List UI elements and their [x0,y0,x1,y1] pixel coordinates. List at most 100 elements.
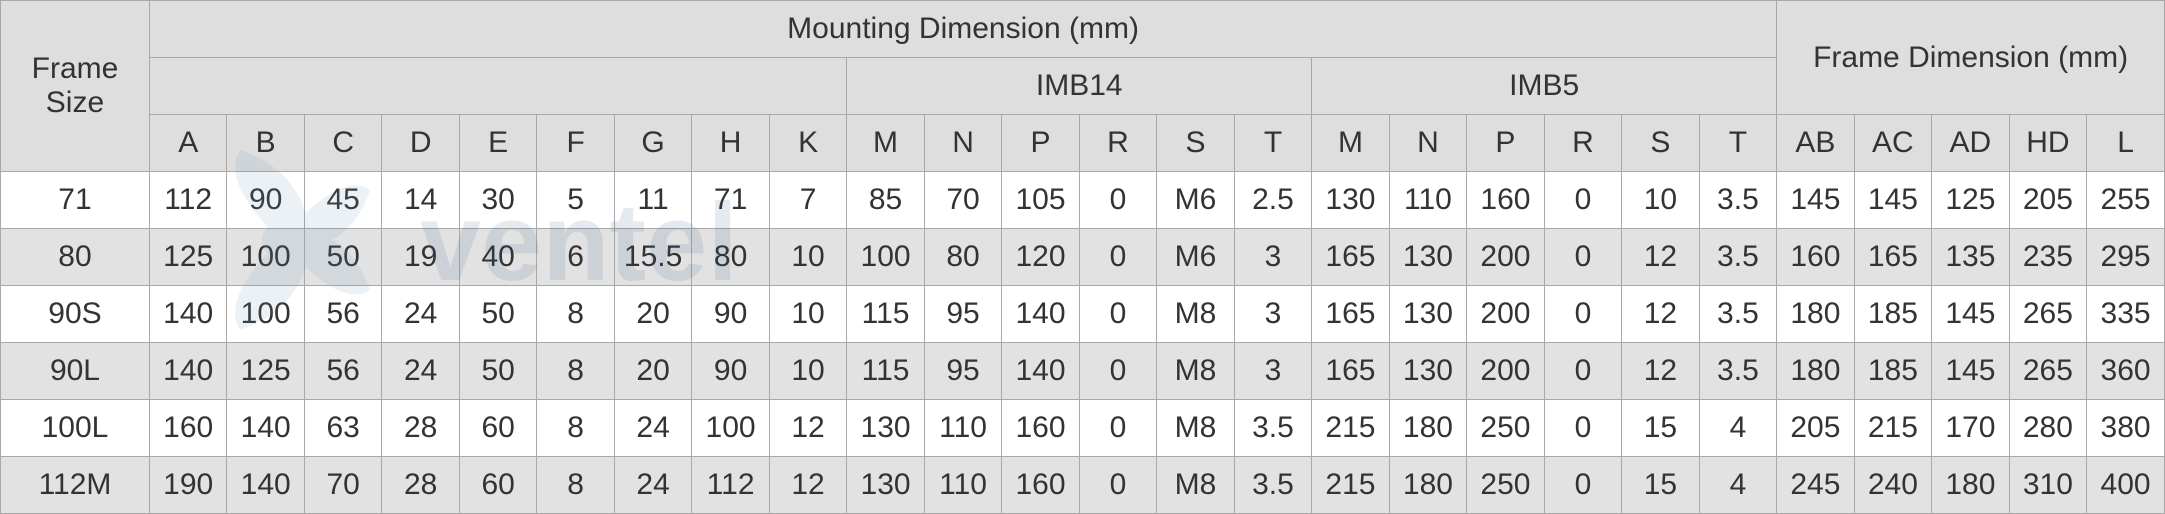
col-T14: T [1234,115,1311,172]
cell-R5: 0 [1544,457,1621,514]
cell-G: 15.5 [614,229,691,286]
cell-H: 100 [692,400,769,457]
cell-A: 112 [149,172,226,229]
cell-N5: 130 [1389,286,1466,343]
cell-L: 400 [2087,457,2165,514]
cell-frame: 80 [1,229,150,286]
cell-B: 100 [227,286,304,343]
cell-T14: 3.5 [1234,400,1311,457]
cell-H: 90 [692,343,769,400]
cell-frame: 90S [1,286,150,343]
cell-A: 190 [149,457,226,514]
col-N5: N [1389,115,1466,172]
cell-T14: 3 [1234,229,1311,286]
cell-G: 24 [614,457,691,514]
cell-H: 71 [692,172,769,229]
cell-T14: 3.5 [1234,457,1311,514]
table-row: 90L1401255624508209010115951400M83165130… [1,343,2165,400]
cell-M5: 130 [1312,172,1389,229]
cell-M14: 115 [847,343,924,400]
col-S14: S [1157,115,1234,172]
cell-T5: 4 [1699,400,1777,457]
cell-D: 28 [382,400,459,457]
cell-AB: 205 [1777,400,1854,457]
cell-B: 140 [227,400,304,457]
table-row: 80125100501940615.58010100801200M6316513… [1,229,2165,286]
cell-M14: 130 [847,400,924,457]
cell-frame: 100L [1,400,150,457]
col-AB: AB [1777,115,1854,172]
header-frame-dim: Frame Dimension (mm) [1777,1,2165,115]
cell-AC: 165 [1854,229,1931,286]
cell-F: 5 [537,172,614,229]
cell-N14: 110 [924,400,1001,457]
col-R14: R [1079,115,1156,172]
col-S5: S [1622,115,1699,172]
cell-N14: 80 [924,229,1001,286]
col-P14: P [1002,115,1079,172]
cell-C: 70 [304,457,381,514]
cell-HD: 235 [2009,229,2086,286]
cell-P14: 140 [1002,286,1079,343]
cell-T14: 3 [1234,286,1311,343]
cell-P14: 160 [1002,457,1079,514]
cell-P5: 160 [1467,172,1544,229]
cell-L: 335 [2087,286,2165,343]
col-T5: T [1699,115,1777,172]
header-mounting: Mounting Dimension (mm) [149,1,1776,58]
cell-N5: 180 [1389,457,1466,514]
cell-S14: M8 [1157,286,1234,343]
cell-E: 50 [459,343,536,400]
cell-S14: M8 [1157,343,1234,400]
table-body: 711129045143051171785701050M62.513011016… [1,172,2165,514]
col-K: K [769,115,846,172]
cell-AD: 135 [1932,229,2009,286]
cell-C: 45 [304,172,381,229]
table-row: 90S1401005624508209010115951400M83165130… [1,286,2165,343]
cell-F: 8 [537,286,614,343]
header-row-3: A B C D E F G H K M N P R S T M N P R S [1,115,2165,172]
cell-G: 20 [614,286,691,343]
cell-S5: 15 [1622,400,1699,457]
cell-R5: 0 [1544,172,1621,229]
cell-AD: 145 [1932,343,2009,400]
cell-T5: 3.5 [1699,286,1777,343]
cell-AC: 145 [1854,172,1931,229]
cell-C: 56 [304,343,381,400]
col-P5: P [1467,115,1544,172]
table-row: 100L160140632860824100121301101600M83.52… [1,400,2165,457]
cell-HD: 280 [2009,400,2086,457]
col-B: B [227,115,304,172]
cell-H: 112 [692,457,769,514]
cell-A: 140 [149,343,226,400]
col-M14: M [847,115,924,172]
cell-P5: 200 [1467,343,1544,400]
cell-K: 10 [769,343,846,400]
cell-K: 10 [769,286,846,343]
cell-P5: 200 [1467,286,1544,343]
cell-R14: 0 [1079,286,1156,343]
cell-P5: 250 [1467,457,1544,514]
cell-G: 11 [614,172,691,229]
cell-N14: 110 [924,457,1001,514]
cell-P14: 140 [1002,343,1079,400]
cell-N5: 130 [1389,229,1466,286]
cell-C: 63 [304,400,381,457]
cell-N5: 130 [1389,343,1466,400]
cell-D: 19 [382,229,459,286]
cell-L: 255 [2087,172,2165,229]
cell-T14: 3 [1234,343,1311,400]
cell-T14: 2.5 [1234,172,1311,229]
cell-M5: 215 [1312,457,1389,514]
col-H: H [692,115,769,172]
header-imb5: IMB5 [1312,58,1777,115]
cell-frame: 112M [1,457,150,514]
cell-AB: 145 [1777,172,1854,229]
cell-H: 80 [692,229,769,286]
cell-S5: 12 [1622,343,1699,400]
cell-B: 90 [227,172,304,229]
cell-M14: 130 [847,457,924,514]
cell-B: 140 [227,457,304,514]
cell-R5: 0 [1544,229,1621,286]
cell-A: 125 [149,229,226,286]
